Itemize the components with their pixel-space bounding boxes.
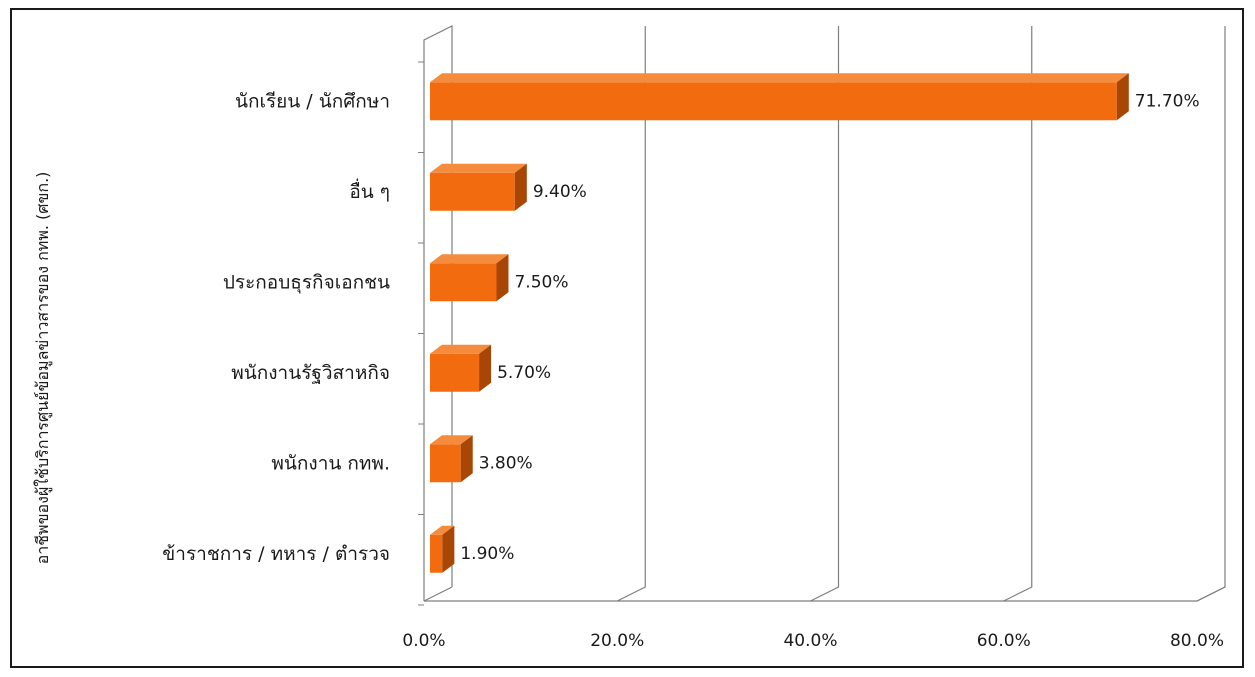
x-tick-label: 80.0% bbox=[1170, 631, 1224, 651]
bar bbox=[430, 444, 461, 483]
x-tick-label: 20.0% bbox=[590, 631, 644, 651]
chart-frame: 0.0% 20.0% 40.0% 60.0% 80.0% นักเรียน / นักศึ… bbox=[10, 8, 1244, 668]
bar-side bbox=[479, 344, 492, 392]
bar bbox=[430, 82, 1117, 121]
gridline bbox=[1003, 26, 1033, 602]
x-tick-label: 40.0% bbox=[783, 631, 837, 651]
gridline bbox=[1196, 26, 1226, 602]
category-label: อื่น ๆ bbox=[349, 178, 390, 203]
bar-side bbox=[514, 163, 527, 211]
category-label: ประกอบธุรกิจเอกชน bbox=[223, 271, 390, 294]
category-label: นักเรียน / นักศึกษา bbox=[235, 90, 390, 112]
gridlines bbox=[418, 25, 1226, 606]
bar-top bbox=[430, 254, 509, 264]
y-axis-title: อาชีพของผู้ใช้บริการศูนย์ข้อมูลข่าวสารขอ… bbox=[33, 172, 53, 565]
left-wall bbox=[423, 25, 453, 601]
bars bbox=[430, 73, 1129, 573]
data-label: 3.80% bbox=[479, 453, 533, 473]
gridline bbox=[810, 26, 840, 602]
data-label: 1.90% bbox=[460, 544, 514, 564]
category-label: พนักงาน กทพ. bbox=[271, 452, 390, 474]
labels: 0.0% 20.0% 40.0% 60.0% 80.0% นักเรียน / นักศึ… bbox=[162, 90, 1224, 651]
x-tick-label: 0.0% bbox=[402, 631, 445, 651]
bar bbox=[430, 534, 443, 573]
bar-side bbox=[496, 254, 509, 302]
bar bbox=[430, 172, 515, 211]
bar-chart: 0.0% 20.0% 40.0% 60.0% 80.0% นักเรียน / นักศึ… bbox=[33, 25, 1226, 651]
data-label: 9.40% bbox=[533, 182, 587, 202]
gridline bbox=[616, 26, 646, 602]
bar-side bbox=[1116, 73, 1129, 121]
bar-top bbox=[430, 73, 1129, 83]
data-label: 7.50% bbox=[514, 272, 568, 292]
bar-top bbox=[430, 525, 455, 535]
bar-top bbox=[430, 344, 492, 354]
x-tick-label: 60.0% bbox=[977, 631, 1031, 651]
data-label: 71.70% bbox=[1135, 91, 1200, 111]
bar-top bbox=[430, 435, 473, 445]
data-label: 5.70% bbox=[497, 363, 551, 383]
category-label: พนักงานรัฐวิสาหกิจ bbox=[231, 362, 390, 384]
category-label: ข้าราชการ / ทหาร / ตำรวจ bbox=[162, 543, 390, 565]
bar-side bbox=[460, 435, 473, 483]
bar bbox=[430, 353, 480, 392]
bar bbox=[430, 263, 497, 302]
bar-side bbox=[442, 525, 455, 573]
bar-top bbox=[430, 163, 527, 173]
